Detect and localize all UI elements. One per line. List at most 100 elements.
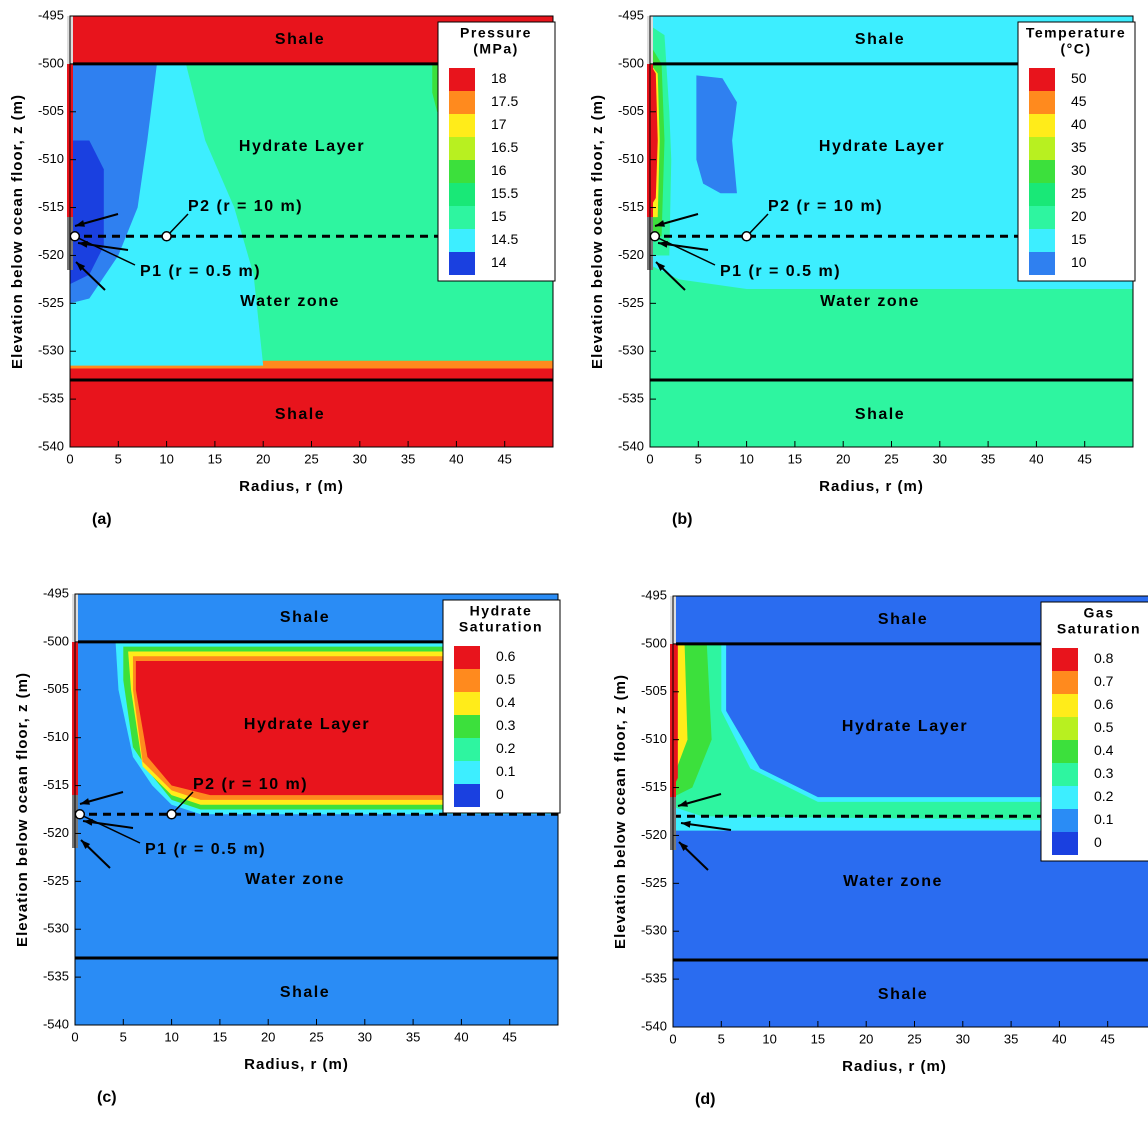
legend-label: 15.5: [491, 185, 518, 201]
monitor-point: [161, 231, 172, 242]
plot-area: [650, 16, 1133, 447]
legend-label: 0.6: [496, 648, 516, 664]
monitor-point: [166, 809, 177, 820]
y-tick-label: -510: [641, 731, 667, 746]
y-tick-label: -500: [43, 633, 69, 648]
y-tick-label: -515: [38, 199, 64, 214]
y-tick-label: -535: [641, 971, 667, 986]
region-label: Shale: [855, 406, 905, 423]
y-tick-label: -500: [641, 635, 667, 650]
x-tick-label: 10: [739, 451, 753, 466]
legend-label: 0.8: [1094, 650, 1114, 666]
region-label: Shale: [275, 31, 325, 48]
arrow-head: [655, 220, 665, 227]
x-tick-label: 25: [907, 1031, 921, 1046]
point-label: P1 (r = 0.5 m): [720, 263, 841, 280]
y-tick-label: -525: [641, 875, 667, 890]
point-label: P1 (r = 0.5 m): [140, 263, 261, 280]
region-label: Hydrate Layer: [239, 138, 365, 155]
legend-swatch: [454, 761, 480, 784]
legend-label: 0.1: [1094, 811, 1114, 827]
region-label: Shale: [280, 984, 330, 1001]
legend-swatch: [454, 646, 480, 669]
y-tick-label: -505: [618, 103, 644, 118]
arrow-head: [679, 842, 689, 851]
x-tick-label: 45: [497, 451, 511, 466]
x-tick-label: 40: [449, 451, 463, 466]
y-tick-label: -530: [43, 921, 69, 936]
leader: [658, 237, 716, 266]
legend-title: (°C): [1060, 41, 1091, 57]
y-tick-label: -530: [38, 343, 64, 358]
y-tick-label: -510: [618, 151, 644, 166]
x-tick-label: 10: [762, 1031, 776, 1046]
legend-swatch: [1052, 671, 1078, 694]
region-label: Water zone: [240, 293, 340, 310]
legend-title: Saturation: [1057, 621, 1141, 637]
legend-label: 14: [491, 254, 507, 270]
legend-swatch: [1052, 648, 1078, 671]
contour-region: [650, 265, 1133, 447]
legend-swatch: [1029, 68, 1055, 91]
x-tick-label: 0: [66, 451, 73, 466]
panel: 0 5 10 15 20 25 30 35 40 45 -540 -535 -530 -525 -520 -5…: [589, 7, 1136, 528]
legend-swatch: [1029, 91, 1055, 114]
y-axis-label: Elevation below ocean floor, z (m): [589, 94, 606, 369]
region-label: Hydrate Layer: [819, 138, 945, 155]
leader: [78, 237, 136, 266]
y-tick-label: -540: [618, 438, 644, 453]
x-tick-label: 35: [981, 451, 995, 466]
legend-swatch: [454, 784, 480, 807]
legend-label: 17: [491, 116, 507, 132]
region-label: Hydrate Layer: [244, 716, 370, 733]
legend-swatch: [454, 692, 480, 715]
point-label: P2 (r = 10 m): [188, 198, 303, 215]
contour-region: [650, 16, 1133, 289]
x-tick-label: 45: [1077, 451, 1091, 466]
legend-label: 45: [1071, 93, 1087, 109]
legend-swatch: [1052, 717, 1078, 740]
x-axis-label: Radius, r (m): [239, 478, 344, 495]
x-tick-label: 20: [859, 1031, 873, 1046]
x-tick-label: 40: [1029, 451, 1043, 466]
y-tick-label: -505: [38, 103, 64, 118]
arrow-head: [80, 798, 90, 805]
x-tick-label: 20: [836, 451, 850, 466]
y-tick-label: -525: [618, 295, 644, 310]
x-tick-label: 0: [669, 1031, 676, 1046]
legend-label: 30: [1071, 162, 1087, 178]
legend-swatch: [1052, 809, 1078, 832]
region-label: Shale: [275, 406, 325, 423]
legend-swatch: [1052, 740, 1078, 763]
y-axis-label: Elevation below ocean floor, z (m): [9, 94, 26, 369]
legend-swatch: [449, 229, 475, 252]
legend-swatch: [1029, 160, 1055, 183]
contour-region: [70, 368, 553, 447]
region-label: Water zone: [820, 293, 920, 310]
y-tick-label: -515: [43, 777, 69, 792]
panel-label: (c): [97, 1089, 117, 1106]
legend-swatch: [454, 669, 480, 692]
x-axis-label: Radius, r (m): [244, 1056, 349, 1073]
y-tick-label: -520: [618, 247, 644, 262]
legend-label: 0.4: [1094, 742, 1114, 758]
legend-swatch: [1052, 832, 1078, 855]
x-tick-label: 15: [811, 1031, 825, 1046]
legend-label: 0.1: [496, 763, 516, 779]
legend-label: 0.7: [1094, 673, 1114, 689]
legend-label: 0: [1094, 834, 1102, 850]
legend-label: 0.4: [496, 694, 516, 710]
leader: [83, 815, 141, 844]
y-axis-label: Elevation below ocean floor, z (m): [612, 674, 629, 949]
legend-swatch: [1029, 206, 1055, 229]
legend-label: 0.2: [1094, 788, 1114, 804]
x-tick-label: 45: [502, 1029, 516, 1044]
legend-label: 20: [1071, 208, 1087, 224]
x-tick-label: 10: [164, 1029, 178, 1044]
region-label: Hydrate Layer: [842, 718, 968, 735]
legend-swatch: [1052, 786, 1078, 809]
y-tick-label: -520: [641, 827, 667, 842]
region-label: Shale: [855, 31, 905, 48]
point-label: P2 (r = 10 m): [768, 198, 883, 215]
